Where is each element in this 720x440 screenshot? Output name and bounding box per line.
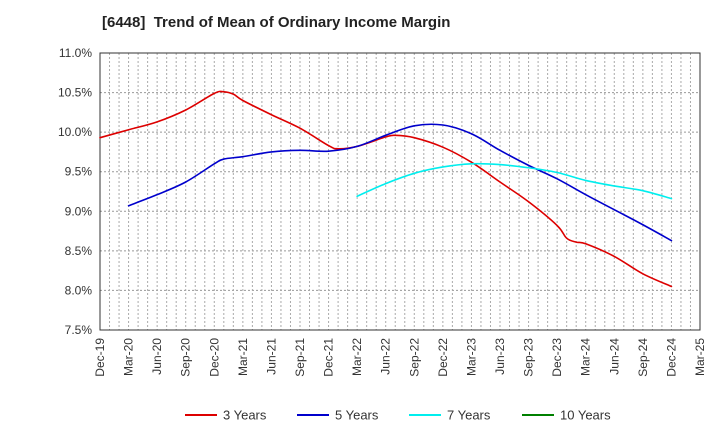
x-tick-label: Sep-22 [407, 338, 421, 377]
x-tick-label: Mar-23 [464, 338, 478, 376]
series-line-7-years [356, 162, 673, 200]
x-tick-label: Dec-21 [322, 338, 336, 377]
legend-label-10-years: 10 Years [560, 408, 611, 423]
y-tick-label: 10.5% [58, 86, 92, 100]
y-tick-label: 10.0% [58, 125, 92, 139]
x-tick-label: Jun-21 [264, 338, 278, 375]
plot-frame [99, 52, 701, 331]
x-tick-label: Dec-24 [664, 338, 678, 377]
x-tick-label: Jun-22 [379, 338, 393, 375]
legend-label-3-years: 3 Years [223, 408, 267, 423]
x-tick-label: Sep-20 [179, 338, 193, 377]
y-tick-label: 9.0% [65, 204, 93, 218]
x-tick-label: Mar-25 [693, 338, 707, 376]
y-tick-label: 8.5% [65, 244, 93, 258]
x-tick-label: Mar-22 [350, 338, 364, 376]
x-tick-label: Sep-24 [636, 338, 650, 377]
x-tick-label: Jun-23 [493, 338, 507, 375]
x-tick-label: Dec-19 [93, 338, 107, 377]
x-tick-label: Dec-22 [436, 338, 450, 377]
y-tick-label: 7.5% [65, 323, 93, 337]
legend-label-5-years: 5 Years [335, 408, 379, 423]
legend-label-7-years: 7 Years [447, 408, 491, 423]
x-tick-label: Sep-23 [522, 338, 536, 377]
series-line-5-years [127, 123, 673, 242]
y-tick-label: 11.0% [59, 46, 92, 60]
x-tick-label: Dec-20 [207, 338, 221, 377]
x-tick-label: Mar-21 [236, 338, 250, 376]
series-line-3-years [99, 90, 673, 288]
x-tick-label: Jun-20 [150, 338, 164, 375]
x-tick-label: Mar-24 [579, 338, 593, 376]
x-tick-label: Jun-24 [607, 338, 621, 375]
plot-area [100, 53, 700, 330]
y-tick-label: 9.5% [65, 165, 93, 179]
chart-title: [6448] Trend of Mean of Ordinary Income … [102, 14, 451, 31]
y-tick-label: 8.0% [65, 283, 93, 297]
x-tick-label: Sep-21 [293, 338, 307, 377]
x-tick-label: Dec-23 [550, 338, 564, 377]
x-tick-label: Mar-20 [122, 338, 136, 376]
